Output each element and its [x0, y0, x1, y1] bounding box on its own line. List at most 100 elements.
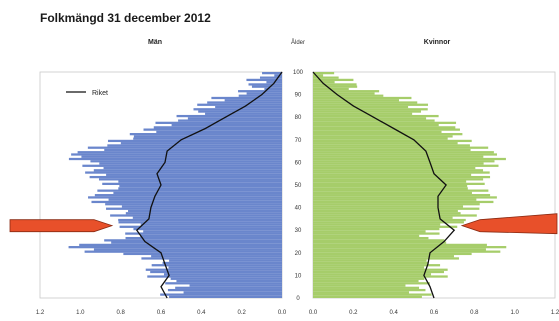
women-bar: [313, 286, 420, 289]
women-bar: [313, 227, 440, 231]
men-bars: [68, 72, 283, 298]
men-bar: [155, 121, 282, 124]
women-bar: [313, 255, 454, 258]
men-bar: [170, 277, 282, 280]
men-bar: [211, 96, 282, 100]
age-tick-label: 50: [295, 183, 302, 189]
women-bar: [313, 243, 487, 247]
women-bar: [313, 96, 412, 100]
men-bar: [259, 76, 282, 79]
men-bar: [160, 293, 282, 296]
men-bar: [163, 273, 282, 276]
women-bar: [313, 261, 429, 265]
men-bar: [205, 112, 282, 115]
age-tick-label: 90: [295, 93, 302, 99]
men-bar: [79, 243, 282, 247]
men-bar: [169, 295, 282, 298]
women-x-tick-label: 0.0: [309, 310, 318, 316]
women-bar: [313, 221, 464, 224]
women-bar: [313, 232, 440, 235]
women-x-tick-label: 1.2: [551, 310, 559, 316]
age-tick-label: 60: [295, 160, 302, 166]
women-bar: [313, 108, 428, 111]
age-tick-label: 70: [295, 138, 302, 144]
women-x-tick-label: 0.4: [390, 310, 399, 316]
men-bar: [156, 130, 282, 134]
women-bar: [313, 209, 458, 213]
men-bar: [197, 103, 282, 106]
men-bar: [262, 72, 282, 75]
women-bar: [313, 146, 489, 149]
women-bar: [313, 72, 335, 75]
women-bar: [313, 212, 461, 215]
women-bar: [313, 273, 432, 276]
men-bar: [178, 119, 282, 122]
legend-label: Riket: [92, 90, 108, 97]
men-bar: [121, 205, 282, 208]
men-bar: [143, 128, 282, 131]
men-bar: [90, 160, 282, 163]
women-bar: [313, 117, 427, 120]
legend: Riket: [66, 90, 108, 97]
men-bar: [93, 248, 283, 251]
men-bar: [113, 191, 282, 195]
men-bar: [129, 133, 282, 136]
men-bar: [132, 216, 282, 219]
women-bar: [313, 160, 495, 163]
women-bar: [313, 236, 429, 240]
women-bar: [313, 171, 490, 174]
women-bar: [313, 275, 448, 278]
men-bar: [238, 90, 282, 93]
men-riket-line: [135, 71, 283, 299]
men-bar: [175, 286, 282, 289]
men-bar: [153, 126, 282, 129]
women-bar: [313, 139, 472, 143]
men-bar: [274, 74, 282, 77]
chart-title: Folkmängd 31 december 2012: [40, 11, 211, 25]
men-bar: [71, 153, 282, 156]
men-bar: [119, 225, 282, 228]
women-bar: [313, 264, 441, 267]
men-bar: [169, 259, 282, 262]
men-bar: [151, 264, 282, 267]
women-bars: [313, 72, 507, 298]
arrows: [9, 213, 558, 235]
men-bar: [140, 223, 282, 226]
age-axis-label: Ålder: [291, 39, 305, 46]
women-bar: [313, 205, 464, 208]
men-bar: [110, 214, 282, 217]
men-bar: [143, 230, 282, 233]
women-bar: [313, 189, 489, 192]
women-bar: [313, 76, 339, 79]
women-bar: [313, 144, 470, 147]
men-bar: [145, 268, 282, 271]
women-bar: [313, 182, 485, 185]
men-bar: [87, 146, 282, 149]
men-bar: [94, 194, 282, 197]
women-bar: [313, 148, 471, 152]
men-bar: [104, 239, 282, 242]
women-bar: [313, 142, 458, 145]
women-bar: [313, 130, 442, 134]
men-bar: [133, 137, 282, 140]
men-bar: [118, 221, 283, 224]
women-bar: [313, 175, 491, 179]
women-bar: [313, 203, 480, 206]
men-bar: [167, 288, 282, 292]
men-bar: [165, 282, 282, 285]
men-bar: [133, 227, 282, 231]
men-bar: [89, 175, 283, 179]
men-bar: [81, 155, 282, 158]
women-x-tick-label: 0.2: [349, 310, 358, 316]
women-bar: [313, 133, 463, 136]
men-bar: [251, 85, 282, 88]
women-bar: [313, 114, 439, 118]
women-bar: [313, 225, 458, 228]
women-bar: [313, 180, 467, 183]
men-bar: [68, 246, 282, 249]
men-bar: [133, 135, 282, 138]
men-bar: [111, 241, 282, 244]
women-bar: [313, 266, 425, 269]
men-bar: [183, 291, 282, 294]
men-bar: [147, 275, 282, 278]
